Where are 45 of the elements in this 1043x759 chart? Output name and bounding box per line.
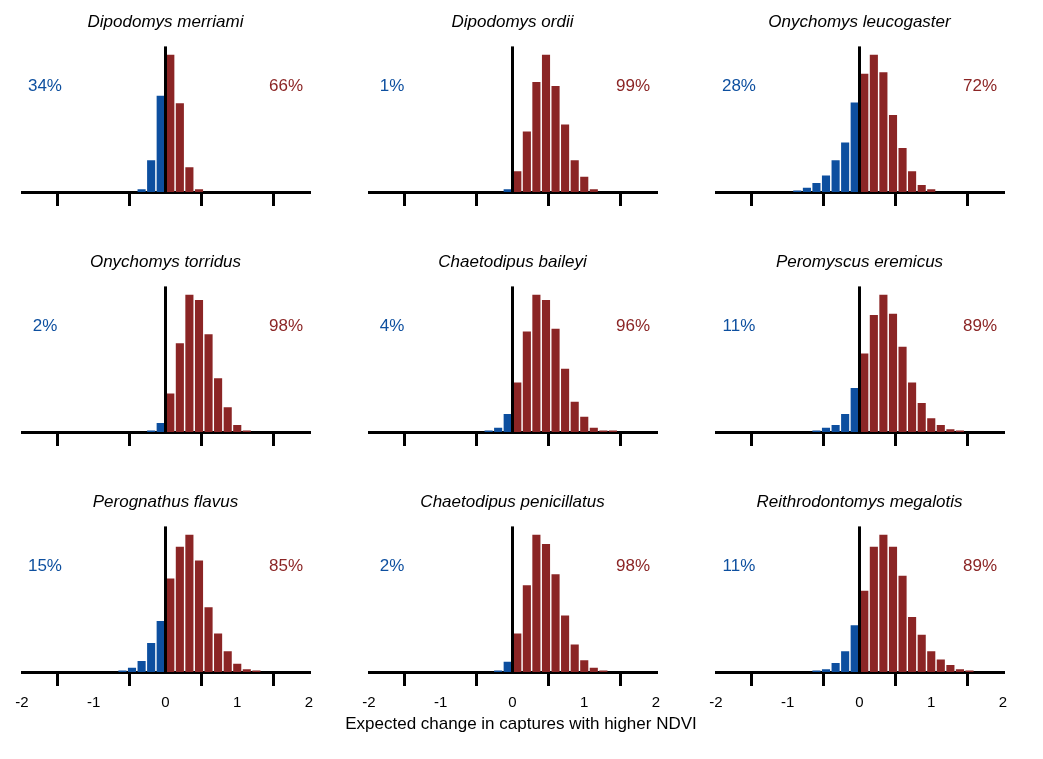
annotation: 2% <box>32 316 58 336</box>
x-tick-label: -1 <box>781 693 795 711</box>
annotation: 96% <box>616 316 651 336</box>
x-tick-label: 1 <box>927 693 936 711</box>
annotation: 11% <box>722 556 756 576</box>
annotation: 99% <box>616 76 651 96</box>
annotation: 98% <box>616 556 651 576</box>
x-tick-label: -2 <box>709 693 723 711</box>
x-tick-label: 2 <box>998 693 1008 711</box>
bar <box>194 189 204 192</box>
chart-title: Onychomys torridus <box>89 251 242 271</box>
x-tick-label: 1 <box>233 693 242 711</box>
x-tick-label: -2 <box>15 693 29 711</box>
x-tick-label: 2 <box>651 693 661 711</box>
chart-title: Peromyscus eremicus <box>775 251 944 271</box>
x-tick-label: -1 <box>87 693 101 711</box>
bar <box>589 189 598 192</box>
x-axis-title: Expected change in captures with higher NDVI <box>344 714 698 734</box>
x-tick-label: 0 <box>508 693 517 711</box>
chart-title: Chaetodipus penicillatus <box>420 491 606 511</box>
chart-title: Reithrodontomys megalotis <box>756 491 963 511</box>
x-tick-label: -2 <box>362 693 376 711</box>
annotation: 34% <box>27 76 62 96</box>
annotation: 28% <box>721 76 756 96</box>
annotation: 2% <box>379 556 405 576</box>
x-tick-label: 0 <box>161 693 170 711</box>
x-tick-label: 2 <box>304 693 314 711</box>
chart-title: Onychomys leucogaster <box>768 11 953 31</box>
annotation: 15% <box>27 556 62 576</box>
x-tick-label: 0 <box>855 693 864 711</box>
x-tick-label: -1 <box>434 693 448 711</box>
chart-title: Perognathus flavus <box>92 491 239 511</box>
annotation: 98% <box>269 316 304 336</box>
annotation: 72% <box>963 76 998 96</box>
annotation: 89% <box>963 556 998 576</box>
x-tick-label: 1 <box>580 693 589 711</box>
annotation: 4% <box>379 316 405 336</box>
annotation: 11% <box>722 316 756 336</box>
chart-title: Dipodomys ordii <box>451 11 575 31</box>
annotation: 1% <box>379 76 405 96</box>
annotation: 66% <box>269 76 304 96</box>
chart-title: Chaetodipus baileyi <box>438 251 588 271</box>
annotation: 85% <box>269 556 304 576</box>
annotation: 89% <box>963 316 998 336</box>
chart-title: Dipodomys merriami <box>87 11 245 31</box>
